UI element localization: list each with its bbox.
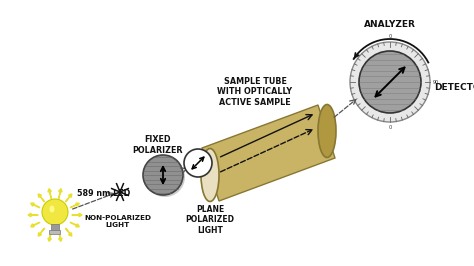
Text: DETECTOR: DETECTOR bbox=[434, 82, 474, 92]
FancyBboxPatch shape bbox=[49, 230, 61, 234]
Text: NON-POLARIZED
LIGHT: NON-POLARIZED LIGHT bbox=[84, 215, 152, 228]
Text: 0: 0 bbox=[388, 34, 392, 39]
FancyArrow shape bbox=[70, 222, 79, 227]
Text: 90: 90 bbox=[433, 80, 439, 85]
Circle shape bbox=[184, 149, 212, 177]
FancyArrow shape bbox=[65, 194, 72, 202]
Text: SAMPLE TUBE
WITH OPTICALLY
ACTIVE SAMPLE: SAMPLE TUBE WITH OPTICALLY ACTIVE SAMPLE bbox=[218, 77, 292, 107]
FancyArrow shape bbox=[65, 228, 72, 236]
Text: 589 nm LED: 589 nm LED bbox=[77, 189, 130, 197]
Circle shape bbox=[143, 155, 183, 195]
FancyBboxPatch shape bbox=[51, 224, 59, 231]
Circle shape bbox=[145, 157, 185, 197]
Circle shape bbox=[350, 42, 430, 122]
Circle shape bbox=[359, 51, 421, 113]
FancyArrow shape bbox=[59, 231, 62, 241]
FancyArrow shape bbox=[48, 231, 51, 241]
FancyArrow shape bbox=[72, 213, 82, 217]
Polygon shape bbox=[202, 105, 335, 201]
Text: FIXED
POLARIZER: FIXED POLARIZER bbox=[133, 135, 183, 155]
FancyArrow shape bbox=[59, 189, 62, 198]
Circle shape bbox=[42, 199, 68, 225]
FancyArrow shape bbox=[28, 213, 38, 217]
FancyArrow shape bbox=[70, 203, 79, 208]
Text: PLANE
POLARIZED
LIGHT: PLANE POLARIZED LIGHT bbox=[185, 205, 235, 235]
FancyArrow shape bbox=[31, 222, 40, 227]
FancyArrow shape bbox=[48, 189, 51, 198]
FancyArrow shape bbox=[31, 203, 40, 208]
Ellipse shape bbox=[318, 105, 336, 157]
Text: 0: 0 bbox=[388, 125, 392, 130]
FancyArrow shape bbox=[38, 194, 45, 202]
Ellipse shape bbox=[49, 206, 55, 213]
Ellipse shape bbox=[201, 148, 219, 202]
FancyArrow shape bbox=[38, 228, 45, 236]
Text: ANALYZER: ANALYZER bbox=[364, 20, 416, 29]
